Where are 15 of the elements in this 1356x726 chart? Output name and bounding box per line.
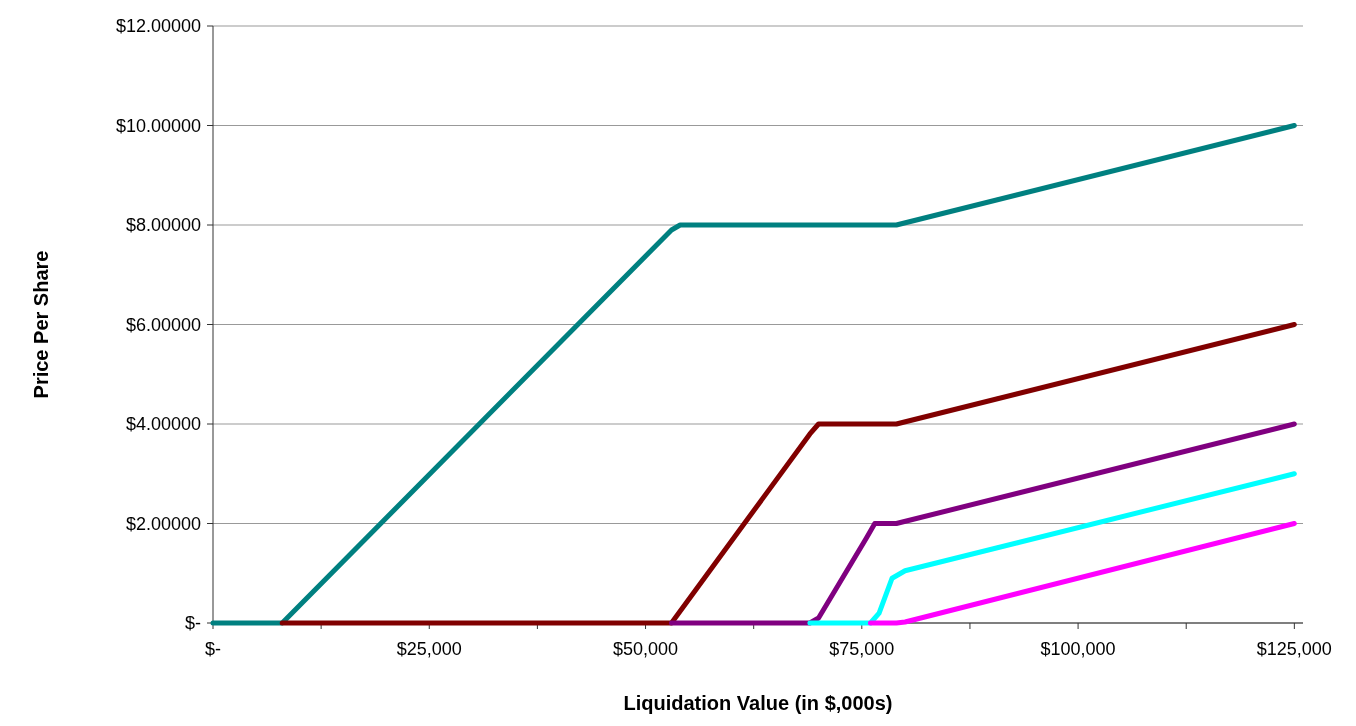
y-tick-label: $2.00000	[125, 513, 201, 534]
x-tick-label: $100,000	[1040, 639, 1116, 659]
y-axis-title: Price Per Share	[30, 250, 52, 399]
y-tick-label: $6.00000	[125, 314, 201, 335]
y-tick-label: $12.00000	[115, 16, 201, 37]
x-tick-label: $50,000	[613, 639, 679, 659]
x-axis-title: Liquidation Value (in $,000s)	[623, 692, 893, 714]
y-tick-label: $10.00000	[115, 115, 201, 136]
x-tick-label: $125,000	[1256, 639, 1332, 659]
y-tick-label: $4.00000	[125, 414, 201, 435]
x-tick-label: $75,000	[829, 639, 895, 659]
x-tick-label: $25,000	[396, 639, 462, 659]
y-tick-label: $-	[184, 613, 201, 634]
y-tick-label: $8.00000	[125, 215, 201, 236]
x-tick-label: $-	[204, 639, 222, 659]
